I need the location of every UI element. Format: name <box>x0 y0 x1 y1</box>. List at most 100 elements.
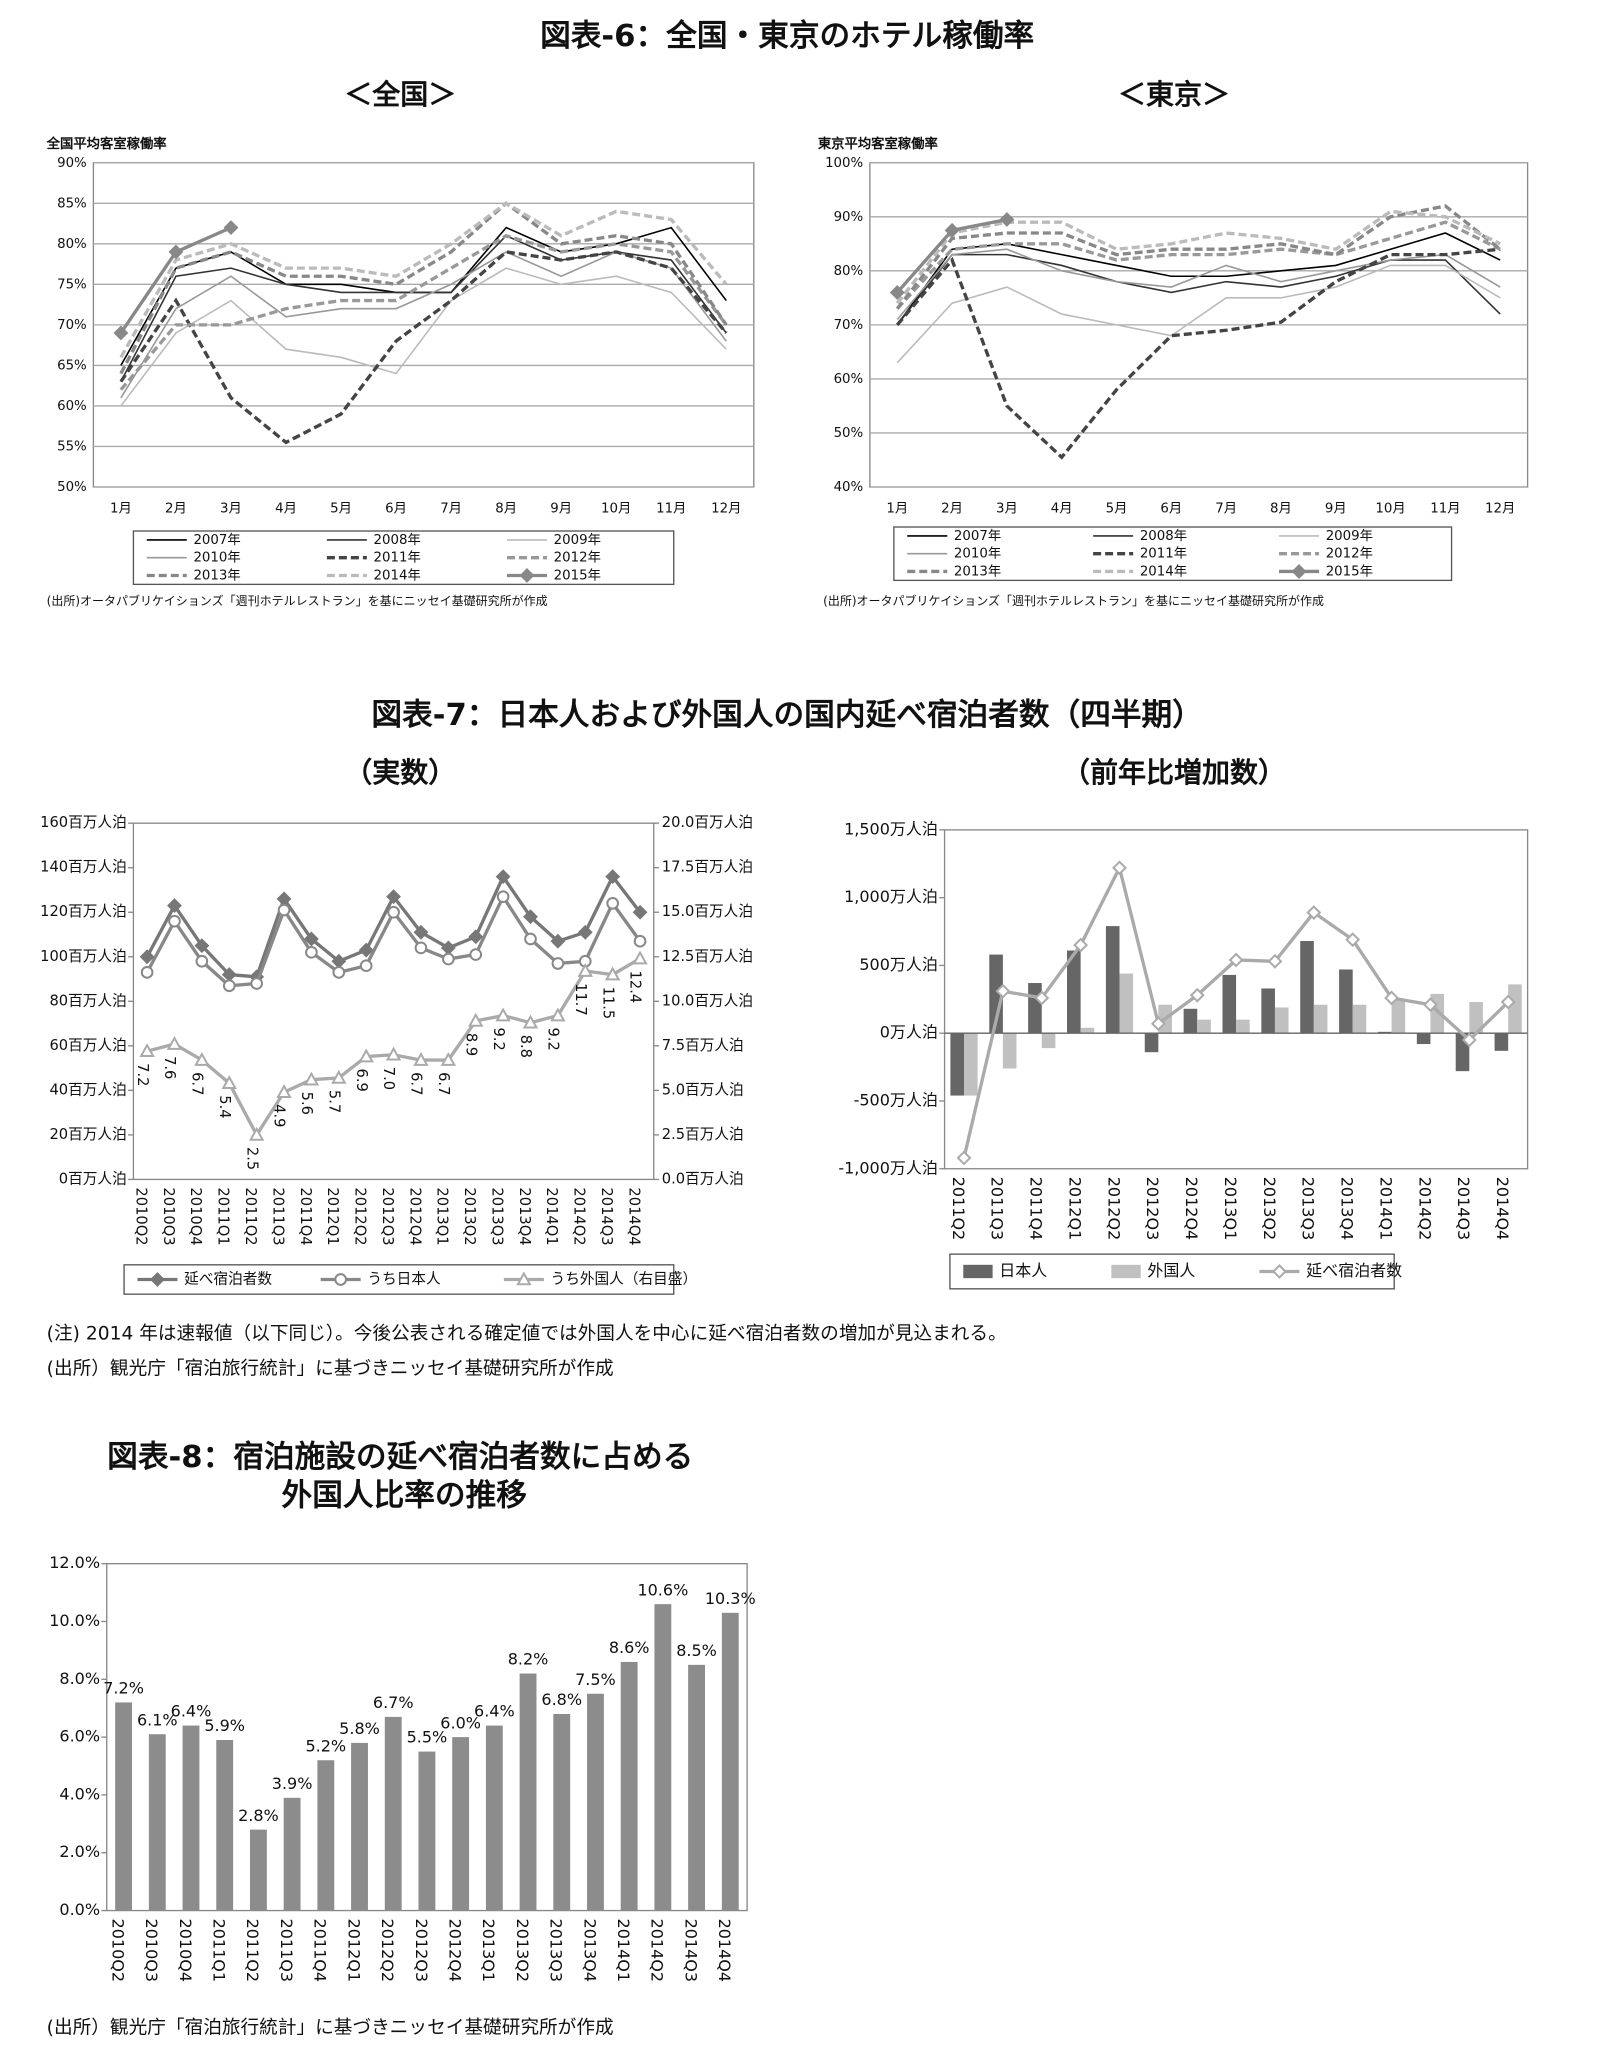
bar <box>283 1797 301 1911</box>
marker <box>414 941 428 955</box>
legend-label: 2013年 <box>193 567 240 583</box>
marker <box>303 1071 320 1086</box>
x-tick-label: 2014Q4 <box>625 1187 642 1245</box>
data-label: 5.5% <box>407 1728 448 1747</box>
y-tick-label: 0百万人泊 <box>59 1170 127 1187</box>
bar <box>216 1740 234 1911</box>
data-label: 2.8% <box>238 1806 279 1825</box>
x-tick-label: 3月 <box>220 501 242 516</box>
bar <box>654 1604 672 1911</box>
bar <box>1028 983 1042 1034</box>
bar <box>182 1725 200 1911</box>
marker <box>359 959 373 973</box>
marker <box>223 220 239 236</box>
marker <box>386 889 401 905</box>
legend-label: 延べ宿泊者数 <box>1306 1261 1402 1280</box>
data-label: 10.3% <box>705 1589 756 1608</box>
x-tick-label: 2013Q1 <box>479 1919 498 1983</box>
x-tick-label: 2014Q3 <box>681 1919 700 1983</box>
chart-title: （実数） <box>344 756 456 789</box>
line <box>896 248 1501 320</box>
legend-frame <box>893 526 1453 582</box>
marker <box>519 568 535 583</box>
marker <box>221 1075 237 1090</box>
marker <box>387 905 400 919</box>
y2-tick-label: 10.0百万人泊 <box>662 992 753 1009</box>
source-note: (出所）観光庁「宿泊旅行統計」に基づきニッセイ基礎研究所が作成 <box>47 1358 614 1379</box>
marker <box>577 924 593 940</box>
line <box>120 234 727 382</box>
bar <box>384 1716 402 1911</box>
data-label: 6.4% <box>474 1702 515 1721</box>
figure-title: 図表-8：宿泊施設の延べ宿泊者数に占める <box>107 1439 693 1475</box>
marker <box>1345 932 1361 948</box>
marker <box>605 869 621 885</box>
marker <box>1500 994 1516 1010</box>
line <box>120 267 727 407</box>
legend-label: 日本人 <box>999 1261 1047 1280</box>
line <box>119 201 728 375</box>
marker <box>276 1084 292 1098</box>
marker <box>577 962 593 977</box>
line <box>895 204 1502 310</box>
marker <box>1306 905 1322 920</box>
marker <box>304 931 319 947</box>
x-tick-label: 2014Q1 <box>1376 1177 1395 1241</box>
legend-label: 2010年 <box>193 550 240 566</box>
marker <box>334 1273 347 1286</box>
y-tick-label: 90% <box>834 210 864 225</box>
x-tick-label: 2011Q3 <box>988 1177 1007 1241</box>
bar <box>148 1734 166 1911</box>
bar <box>485 1725 503 1911</box>
marker <box>516 1271 532 1286</box>
legend-swatch <box>963 1264 993 1279</box>
marker <box>495 869 511 885</box>
x-tick-label: 2012Q3 <box>412 1919 431 1983</box>
data-label: 2.5 <box>243 1147 260 1170</box>
marker <box>995 983 1011 999</box>
bar <box>1183 1008 1198 1034</box>
y-tick-label: 2.0% <box>59 1842 100 1861</box>
line <box>896 253 1501 326</box>
data-label: 5.6 <box>298 1092 315 1115</box>
bar <box>553 1713 571 1911</box>
marker <box>1034 990 1050 1006</box>
line <box>895 209 1501 305</box>
x-tick-label: 11月 <box>656 501 686 516</box>
x-tick-label: 2010Q2 <box>108 1919 127 1983</box>
marker <box>413 1052 429 1066</box>
legend-label: 延べ宿泊者数 <box>184 1270 272 1287</box>
marker <box>113 325 129 341</box>
y-tick-label: 90% <box>57 156 87 171</box>
x-tick-label: 2013Q1 <box>434 1187 451 1245</box>
marker <box>632 950 648 965</box>
y-tick-label: 60百万人泊 <box>49 1037 126 1054</box>
x-tick-label: 2014Q3 <box>1454 1177 1473 1241</box>
marker <box>1272 1264 1287 1279</box>
marker <box>305 945 318 959</box>
y-tick-label: -1,000万人泊 <box>838 1158 938 1177</box>
data-label: 5.4 <box>216 1095 233 1118</box>
line <box>119 250 728 445</box>
x-tick-label: 12月 <box>1485 501 1515 516</box>
x-tick-label: 8月 <box>1270 501 1292 516</box>
x-tick-label: 2011Q4 <box>311 1919 330 1983</box>
marker <box>495 1007 511 1022</box>
data-label: 3.9% <box>272 1774 313 1793</box>
data-label: 7.5% <box>575 1670 616 1689</box>
y-tick-label: 85% <box>57 196 87 211</box>
x-tick-label: 2012Q3 <box>379 1187 396 1245</box>
y-tick-label: 100百万人泊 <box>40 948 127 965</box>
x-tick-label: 2012Q2 <box>1104 1177 1123 1241</box>
legend-label: 2011年 <box>374 550 421 566</box>
legend-label: 2014年 <box>1140 563 1187 579</box>
y-tick-label: 1,500万人泊 <box>844 819 938 838</box>
x-tick-label: 2012Q1 <box>344 1919 363 1983</box>
bar <box>519 1673 537 1911</box>
legend-label: 2007年 <box>954 528 1001 544</box>
y-tick-label: 75% <box>57 277 87 292</box>
marker <box>468 1012 484 1027</box>
x-tick-label: 2011Q2 <box>243 1919 262 1983</box>
x-tick-label: 2011Q2 <box>242 1187 259 1245</box>
